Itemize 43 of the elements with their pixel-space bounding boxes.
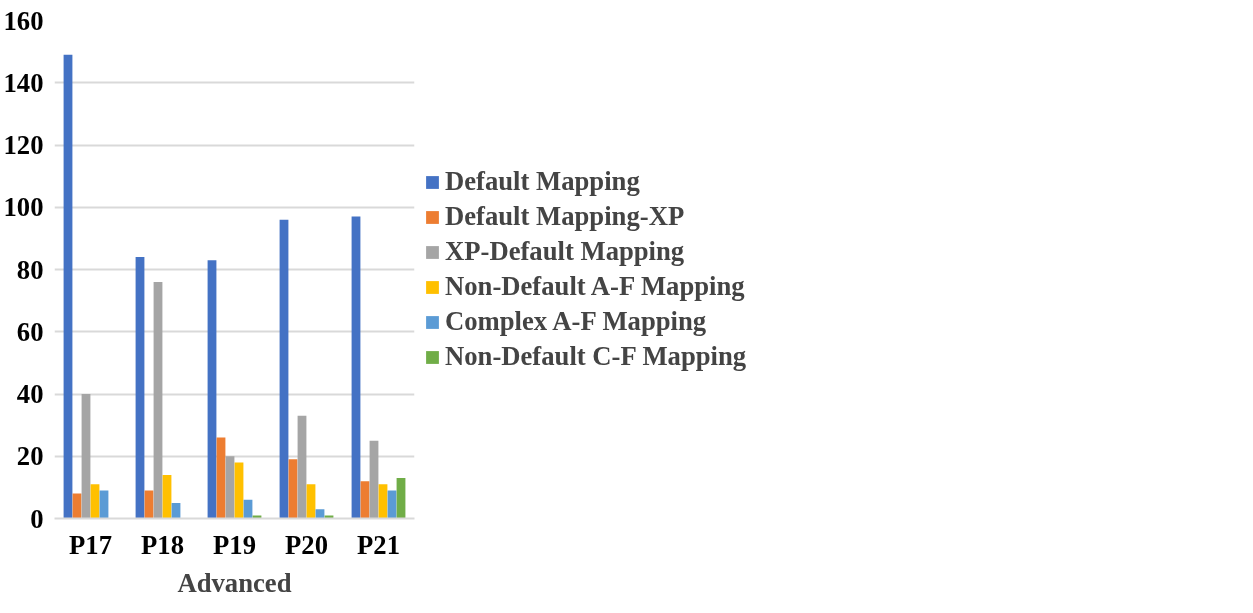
bar	[162, 474, 172, 519]
bar	[378, 484, 388, 519]
y-tick-label: 100	[3, 192, 44, 223]
x-axis-title: Advanced	[177, 567, 292, 598]
bar	[99, 490, 109, 519]
bar	[369, 440, 379, 519]
legend-label: Complex A-F Mapping	[445, 306, 707, 337]
bar	[90, 484, 100, 519]
bar	[387, 490, 397, 519]
y-tick-label: 40	[16, 379, 44, 409]
bar	[297, 415, 307, 519]
bar	[279, 219, 289, 519]
x-tick-label: P18	[141, 529, 184, 560]
bar	[234, 462, 244, 519]
y-tick-label: 20	[16, 441, 44, 472]
bar	[144, 490, 154, 519]
x-tick-label: P19	[213, 529, 256, 560]
legend-label: Non-Default C-F Mapping	[445, 341, 747, 372]
y-tick-label: 80	[16, 254, 44, 285]
legend-label: Default Mapping	[445, 166, 640, 197]
bar	[135, 257, 145, 519]
legend-label: Non-Default A-F Mapping	[445, 271, 745, 302]
bar	[207, 260, 217, 519]
y-tick-label: 120	[3, 130, 44, 160]
legend-label: XP-Default Mapping	[445, 236, 685, 267]
x-tick-label: P21	[357, 529, 400, 560]
bar	[216, 437, 226, 519]
bar	[351, 216, 361, 519]
bar	[63, 54, 73, 519]
y-tick-label: 160	[3, 5, 44, 36]
bar	[360, 481, 370, 519]
x-tick-label: P17	[69, 529, 112, 560]
x-tick-label: P20	[285, 529, 328, 560]
bar	[306, 484, 316, 519]
bar	[288, 459, 298, 519]
bar	[153, 281, 163, 519]
y-tick-label: 60	[16, 316, 44, 347]
bar	[81, 394, 91, 519]
y-tick-label: 0	[30, 503, 44, 534]
legend-label: Default Mapping-XP	[445, 201, 685, 232]
bar	[396, 478, 406, 519]
y-tick-label: 140	[3, 67, 44, 98]
bar	[225, 456, 235, 519]
